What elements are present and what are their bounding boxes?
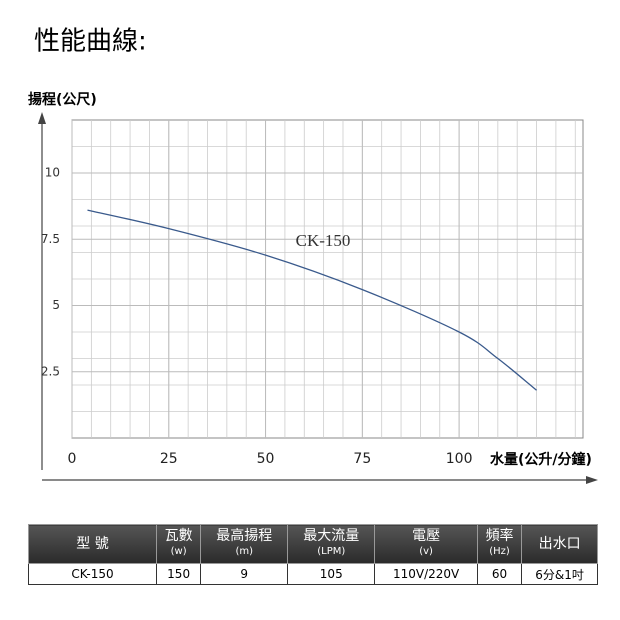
column-header: 瓦數 (w) [155, 524, 202, 564]
table-cell: 105 [287, 563, 376, 585]
table-cell: CK-150 [28, 563, 157, 585]
column-header: 頻率 (Hz) [476, 524, 523, 564]
column-title: 電壓 [412, 528, 441, 544]
column-title: 頻率 [485, 528, 514, 544]
y-axis-label: 揚程(公尺) [28, 91, 97, 108]
table-cell: 9 [200, 563, 289, 585]
column-title: 最大流量 [303, 528, 360, 544]
y-tick-label: 2.5 [41, 364, 60, 378]
x-tick-label: 50 [257, 451, 275, 467]
y-tick-label: 7.5 [41, 232, 60, 246]
table-cell: 60 [476, 563, 523, 585]
column-unit: (LPM) [317, 546, 346, 557]
table-cell: 150 [155, 563, 202, 585]
x-tick-label: 75 [353, 451, 371, 467]
series-line [87, 209, 537, 391]
chart-title: 性能曲線: [34, 27, 147, 57]
column-unit: (m) [235, 546, 254, 557]
column-title: 型 號 [76, 535, 109, 552]
y-tick-label: 5 [52, 298, 60, 312]
x-tick-label: 100 [446, 451, 473, 467]
column-title: 瓦數 [164, 528, 193, 544]
column-unit: (w) [170, 546, 187, 557]
column-header: 出水口 [521, 524, 598, 564]
table-row: CK-150 150 9 105 110V/220V 60 6分&1吋 [28, 563, 598, 585]
spec-table: 型 號 瓦數 (w) 最高揚程 (m) 最大流量 (LPM) 電壓 (v) 頻率 (Hz) 出水口 CK… [28, 524, 598, 585]
column-header: 最大流量 (LPM) [287, 524, 376, 564]
x-axis-arrow [586, 476, 598, 484]
curve-label: CK-150 [296, 231, 351, 250]
column-unit: (Hz) [489, 546, 510, 557]
table-cell: 6分&1吋 [521, 563, 598, 585]
column-title: 出水口 [538, 535, 581, 552]
column-header: 電壓 (v) [374, 524, 478, 564]
table-cell: 110V/220V [374, 563, 478, 585]
x-tick-label: 0 [68, 451, 77, 467]
column-title: 最高揚程 [216, 528, 273, 544]
x-axis-label: 水量(公升/分鐘) [490, 451, 592, 468]
column-header: 最高揚程 (m) [200, 524, 289, 564]
column-unit: (v) [419, 546, 433, 557]
x-tick-label: 25 [160, 451, 178, 467]
y-axis-arrow [38, 112, 46, 124]
column-header: 型 號 [28, 524, 157, 564]
y-tick-label: 10 [45, 166, 60, 180]
